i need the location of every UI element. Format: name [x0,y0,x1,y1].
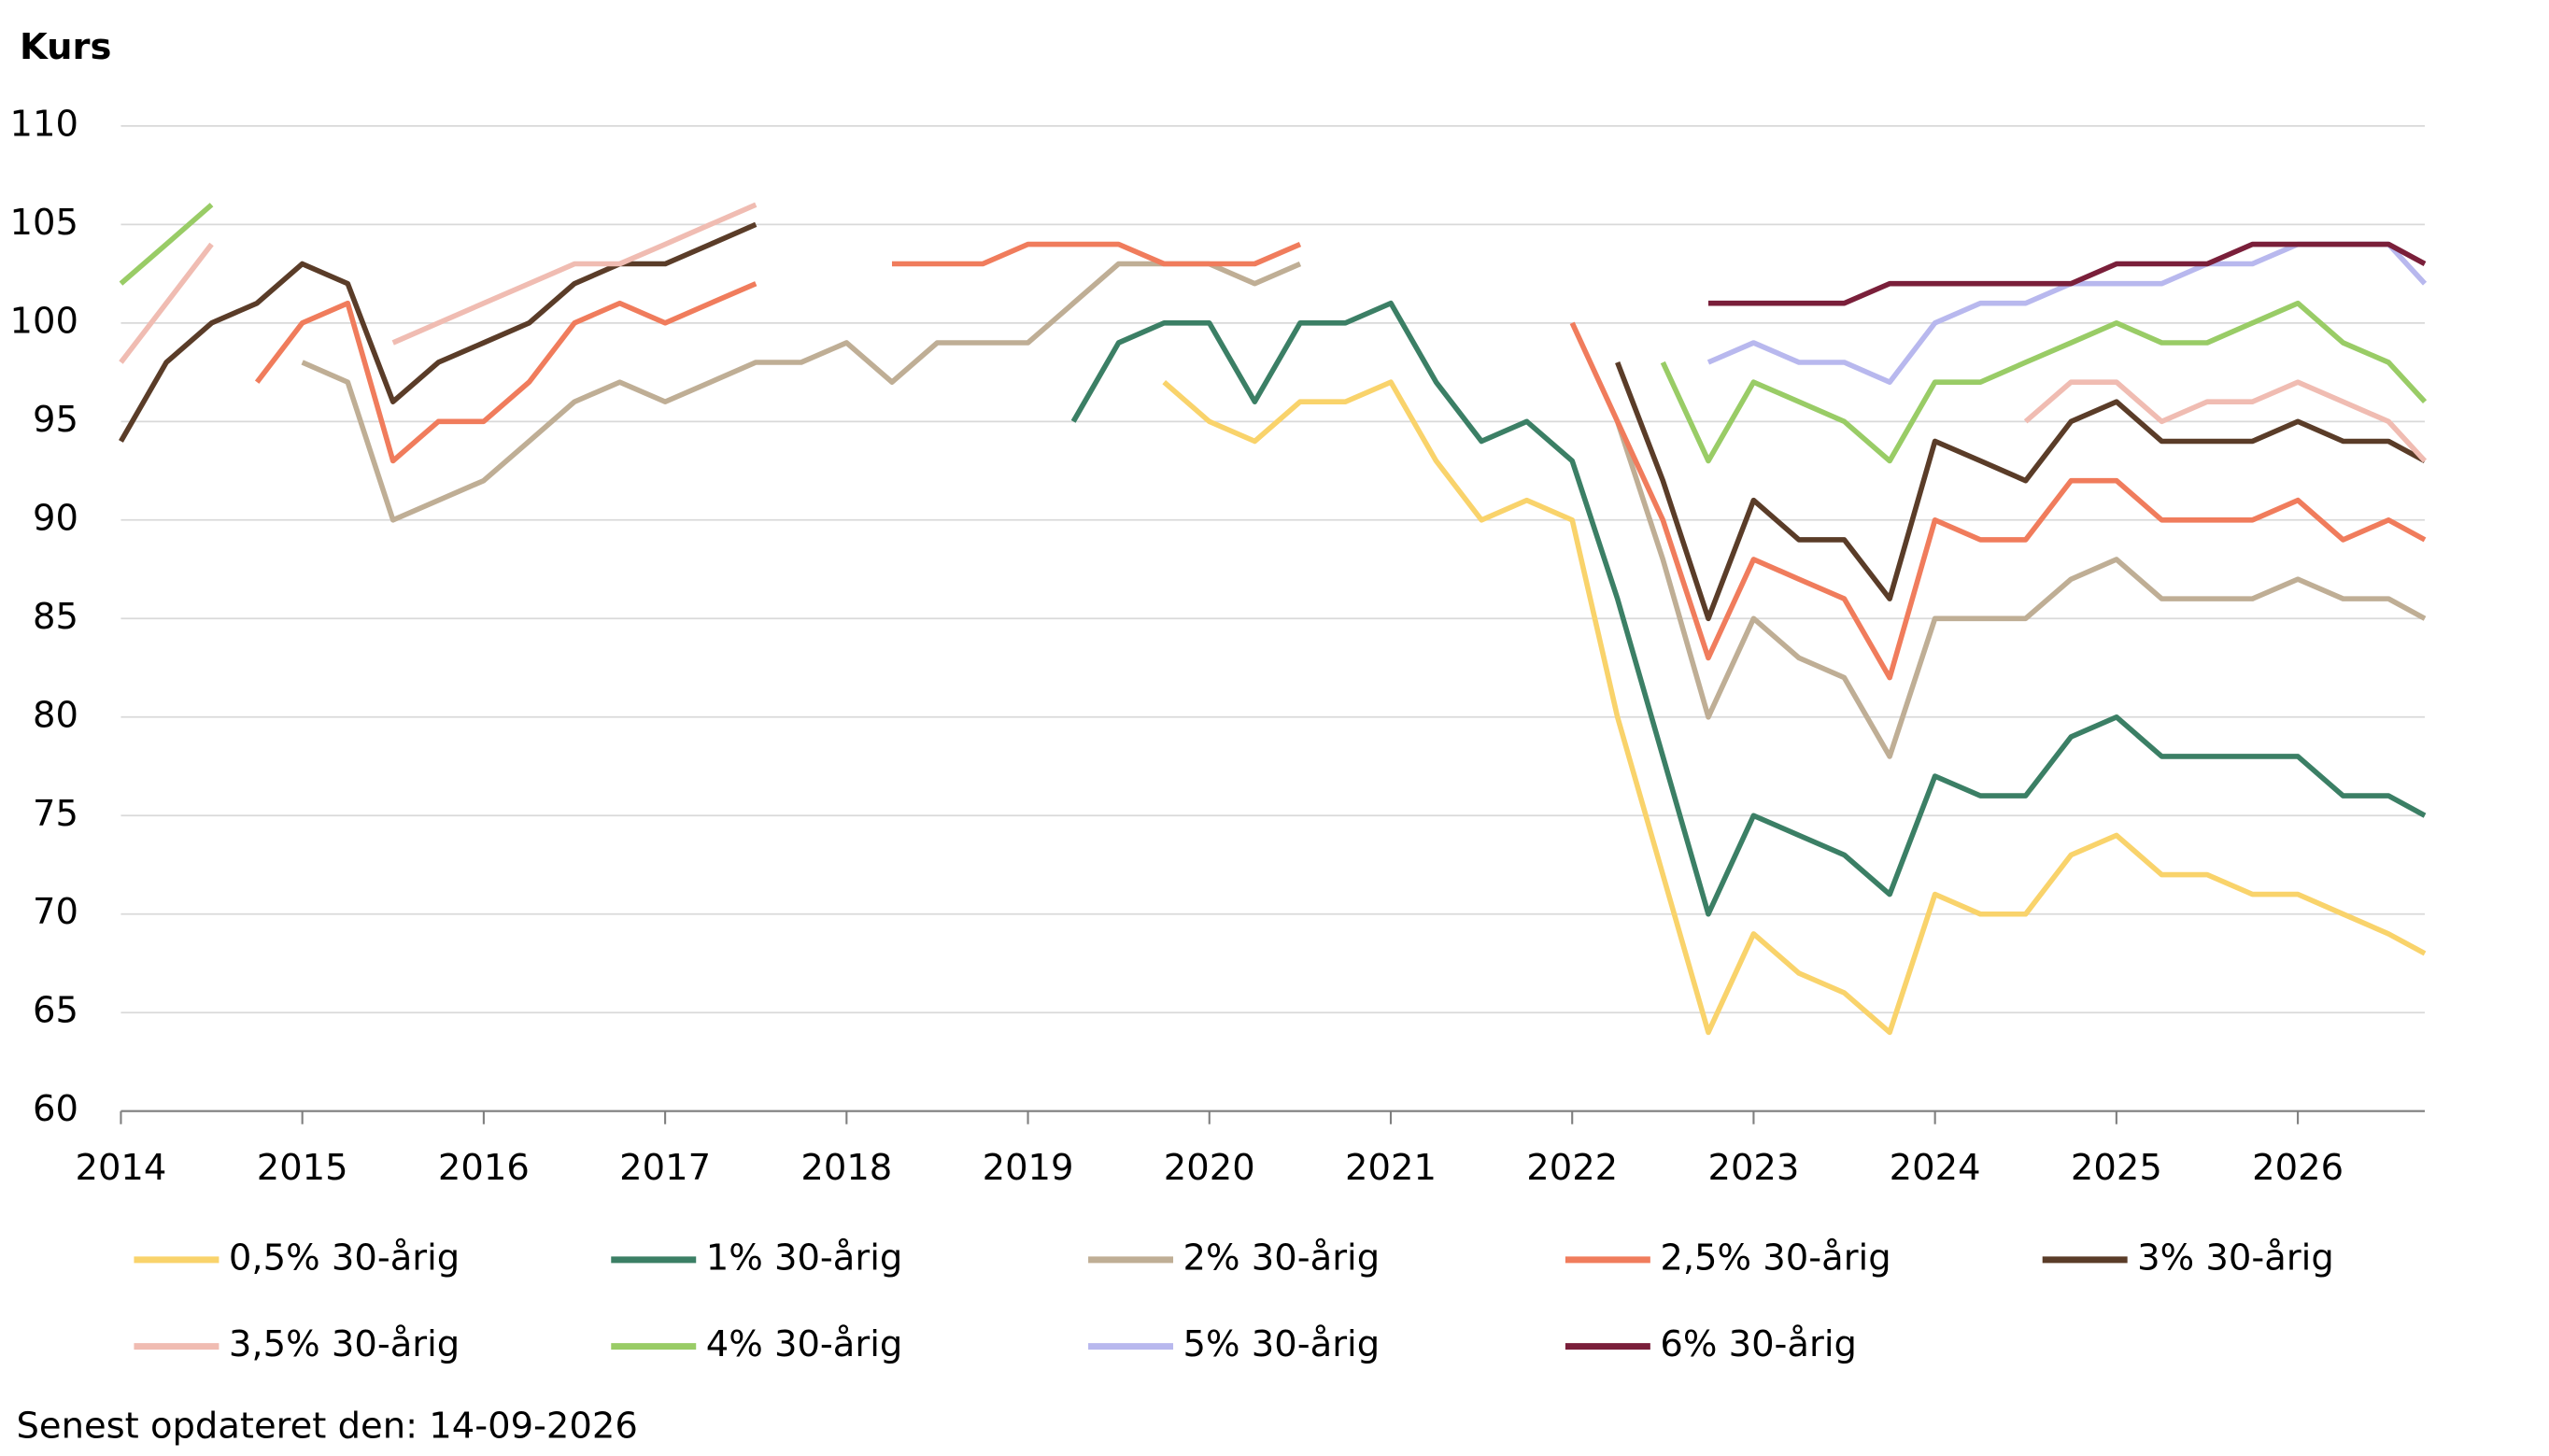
x-tick-label: 2023 [1707,1147,1799,1189]
x-tick-label: 2021 [1345,1147,1437,1189]
x-tick-label: 2025 [2071,1147,2162,1189]
x-tick-label: 2024 [1890,1147,1981,1189]
y-tick-label: 80 [33,694,78,736]
x-tick-label: 2026 [2252,1147,2344,1189]
series-line [1070,300,2427,917]
y-tick-label: 110 [10,103,78,145]
footnote: Senest opdateret den: 14-09-2026 [16,1406,637,1448]
legend-label: 0,5% 30-årig [229,1237,460,1279]
y-tick-label: 95 [33,399,78,441]
series-line [1706,241,2428,385]
legend-label: 3,5% 30-årig [229,1323,460,1365]
y-tick-label: 60 [33,1088,78,1130]
x-tick-label: 2016 [438,1147,530,1189]
y-tick-label: 65 [33,990,78,1032]
x-tick-label: 2019 [983,1147,1074,1189]
legend-label: 5% 30-årig [1183,1323,1381,1365]
series-line [254,241,2427,681]
series-line [119,221,2427,622]
x-tick-label: 2020 [1164,1147,1255,1189]
y-tick-label: 85 [33,596,78,638]
x-tick-label: 2018 [800,1147,892,1189]
legend-label: 2,5% 30-årig [1660,1237,1891,1279]
legend-label: 6% 30-årig [1660,1323,1857,1365]
x-tick-label: 2014 [75,1147,166,1189]
x-tick-label: 2017 [619,1147,711,1189]
y-tick-label: 105 [10,202,78,244]
y-tick-label: 70 [33,891,78,933]
x-tick-label: 2022 [1526,1147,1618,1189]
y-axis-title: Kurs [20,26,111,68]
legend-label: 1% 30-årig [706,1237,903,1279]
series-line [119,202,2428,463]
y-tick-label: 90 [33,497,78,539]
series-line [1707,241,2427,306]
legend-label: 3% 30-årig [2137,1237,2334,1279]
legend-label: 2% 30-årig [1183,1237,1381,1279]
series-line [301,261,2427,759]
series-line [119,203,2428,464]
series-line [1162,379,2427,1036]
y-tick-label: 75 [33,793,78,835]
legend-label: 4% 30-årig [706,1323,903,1365]
y-tick-label: 100 [10,300,78,342]
x-tick-label: 2015 [257,1147,348,1189]
